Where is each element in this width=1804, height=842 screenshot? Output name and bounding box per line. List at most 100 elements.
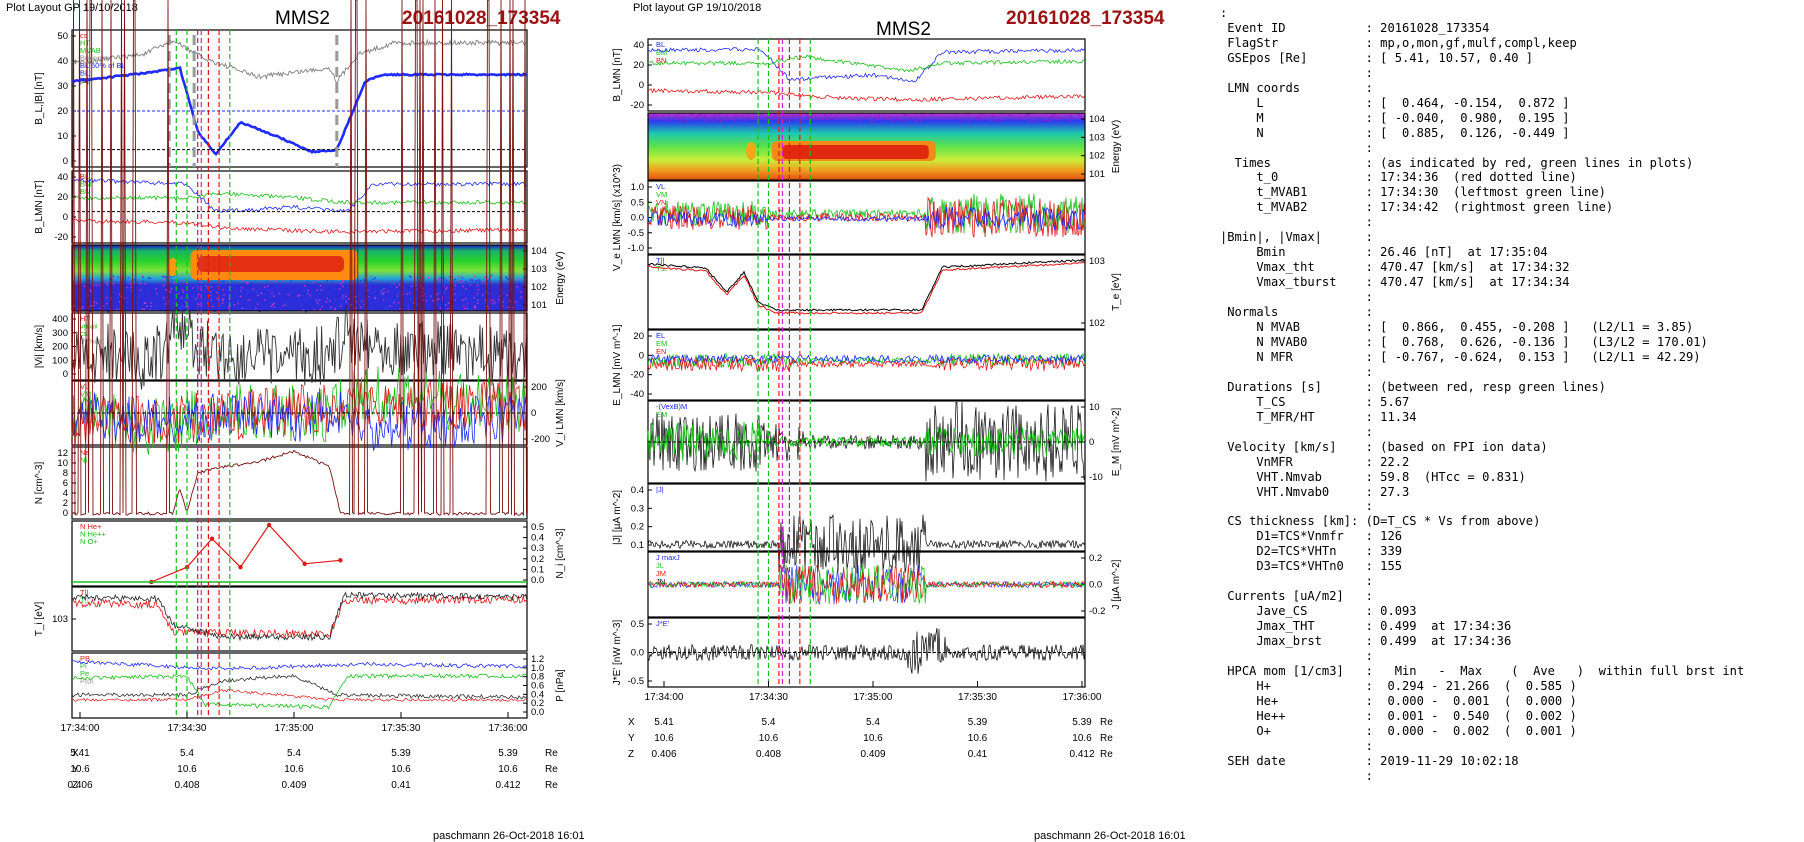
- spectrogram-pixel: [979, 119, 982, 122]
- info-line: :: [1220, 738, 1373, 753]
- spectrogram-pixel: [255, 291, 258, 293]
- spectrogram-pixel: [212, 288, 214, 291]
- spectrogram-pixel: [179, 298, 181, 301]
- spectrogram-pixel: [476, 299, 479, 301]
- position-value: 5.4: [180, 748, 194, 759]
- spectrogram-pixel: [375, 282, 377, 285]
- spectrogram-pixel: [477, 288, 480, 291]
- spectrogram-pixel: [691, 119, 693, 121]
- spectrogram-pixel: [118, 293, 121, 296]
- spectrogram-pixel: [124, 297, 126, 299]
- spectrogram-pixel: [197, 293, 200, 296]
- y-tick-label: -1.0: [628, 243, 644, 254]
- spectrogram-pixel: [369, 302, 372, 305]
- spectrogram-pixel: [469, 284, 471, 286]
- spectrogram-pixel: [319, 285, 322, 287]
- spectrogram-pixel: [310, 293, 312, 295]
- spectrogram-pixel: [498, 295, 501, 297]
- info-line: t_MVAB2 : 17:34:42 (rightmost green line…: [1220, 200, 1614, 215]
- spectrogram-pixel: [462, 285, 464, 288]
- spectrogram-pixel: [439, 307, 442, 309]
- spectrogram-spot: [746, 142, 757, 160]
- spectrogram-pixel: [172, 275, 175, 277]
- spectrogram-pixel: [759, 113, 762, 116]
- y-tick-label: 0.5: [631, 197, 644, 208]
- y-tick-label: 40: [57, 172, 68, 183]
- spectrogram-pixel: [681, 116, 684, 118]
- spectrogram-pixel: [110, 278, 112, 280]
- spectrogram-pixel: [218, 299, 220, 301]
- legend-entry: JM: [656, 569, 666, 578]
- te-par-trace: [647, 258, 1085, 312]
- spectrogram-pixel: [269, 289, 271, 291]
- spectrogram-pixel: [749, 116, 752, 118]
- spectrogram-pixel: [812, 113, 814, 115]
- spectrogram-pixel: [432, 299, 434, 302]
- y-axis-label: E_LMN [mV m^-1]: [612, 324, 623, 406]
- ti-perp-trace: [71, 595, 528, 639]
- spectrogram-pixel: [247, 299, 250, 301]
- spectrogram-pixel: [696, 115, 699, 117]
- spectrogram-pixel: [247, 282, 249, 284]
- spectrogram-pixel: [488, 278, 490, 280]
- spectrogram-pixel: [298, 294, 300, 296]
- info-line: CS thickness [km]: (D=T_CS * Vs from abo…: [1220, 514, 1541, 529]
- y-axis-label: E_M [mV m^-2]: [1111, 407, 1122, 476]
- mid-event-id: 20161028_173354: [1006, 8, 1165, 29]
- spectrogram-pixel: [1079, 114, 1081, 116]
- spectrogram-pixel: [876, 116, 879, 119]
- info-line: Jave_CS : 0.093: [1220, 604, 1417, 619]
- y-tick-label: 200: [531, 382, 547, 393]
- spectrogram-pixel: [354, 296, 357, 298]
- spectrogram-pixel: [282, 304, 284, 307]
- vexb-trace: [647, 401, 1086, 482]
- spectrogram-pixel: [282, 280, 284, 283]
- spectrogram-pixel: [435, 302, 438, 304]
- spectrogram-pixel: [316, 300, 319, 302]
- spectrogram-pixel: [249, 299, 252, 302]
- spectrogram-pixel: [997, 120, 1000, 122]
- spectrogram-pixel: [306, 280, 308, 283]
- spectrogram-pixel: [78, 309, 80, 311]
- spectrogram-pixel: [838, 113, 841, 115]
- spectrogram-pixel: [299, 304, 302, 307]
- spectrogram-pixel: [405, 289, 407, 291]
- legend-entry: VL: [80, 382, 89, 391]
- y-tick-label: -20: [630, 100, 644, 111]
- position-unit: Re: [545, 764, 558, 775]
- spectrogram-pixel: [458, 275, 460, 278]
- spectrogram-pixel: [714, 114, 717, 116]
- spectrogram-pixel: [420, 277, 423, 279]
- spectrogram-pixel: [506, 294, 508, 297]
- spectrogram-pixel: [717, 115, 719, 117]
- left-footer: paschmann 26-Oct-2018 16:01: [433, 830, 585, 842]
- spectrogram-pixel: [454, 293, 456, 295]
- spectrogram-pixel: [270, 305, 273, 308]
- spectrogram-pixel: [889, 115, 891, 118]
- spectrogram-pixel: [684, 120, 687, 122]
- spectrogram-pixel: [147, 288, 149, 290]
- y-tick-label: 20: [633, 331, 644, 342]
- bminmax-trace: [71, 38, 527, 85]
- spectrogram-pixel: [149, 309, 152, 311]
- position-value: 0.406: [67, 780, 92, 791]
- he-plus-plus-line: [151, 524, 341, 583]
- spectrogram-pixel: [386, 296, 389, 299]
- info-line: N MVAB0 : [ 0.768, 0.626, -0.136 ] (L3/L…: [1220, 334, 1708, 349]
- spectrogram-pixel: [402, 298, 405, 300]
- bn-trace: [647, 87, 1085, 103]
- info-line: |Bmin|, |Vmax| :: [1220, 230, 1373, 245]
- spectrogram-pixel: [917, 116, 919, 119]
- spectrogram-pixel: [163, 275, 166, 278]
- spectrogram-pixel: [1012, 114, 1014, 117]
- spectrogram-pixel: [1045, 114, 1047, 116]
- spectrogram-pixel: [700, 113, 702, 116]
- spectrogram-pixel: [268, 296, 270, 299]
- spectrogram-pixel: [227, 302, 229, 304]
- spectrogram-pixel: [374, 277, 376, 279]
- spectrogram-pixel: [182, 291, 185, 293]
- spectrogram-pixel: [517, 278, 519, 281]
- spectrogram-pixel: [407, 309, 410, 311]
- spectrogram-pixel: [266, 281, 268, 284]
